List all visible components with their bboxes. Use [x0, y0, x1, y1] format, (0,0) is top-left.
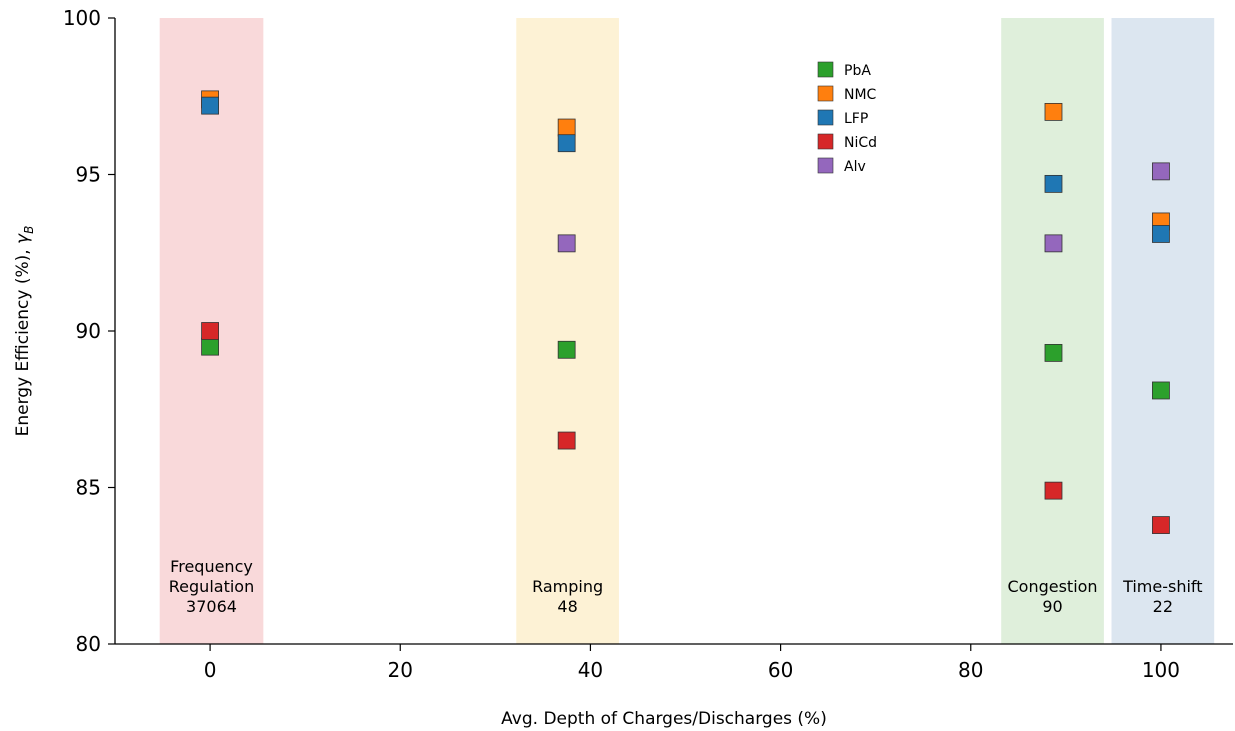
band-1: [516, 18, 619, 644]
marker-lfp: [1044, 174, 1063, 193]
marker-nicd: [557, 431, 576, 450]
marker-pba: [557, 340, 576, 359]
band-label-3: 22: [1153, 597, 1173, 616]
band-label-2: 90: [1042, 597, 1062, 616]
marker-pba: [201, 337, 219, 356]
band-label-2: Congestion: [1007, 577, 1097, 596]
x-axis-label: Avg. Depth of Charges/Discharges (%): [501, 709, 827, 729]
marker-alv: [1044, 234, 1063, 253]
band-label-0: 37064: [186, 597, 237, 616]
legend-label-nicd: NiCd: [844, 135, 877, 151]
legend-swatch-nicd: [817, 133, 834, 150]
y-tick-label: 95: [76, 163, 101, 187]
y-tick-label: 90: [76, 319, 101, 343]
band-label-3: Time-shift: [1122, 577, 1202, 596]
band-3: [1111, 18, 1215, 644]
legend-swatch-lfp: [817, 109, 834, 126]
legend-label-pba: PbA: [844, 63, 871, 79]
band-label-1: Ramping: [532, 577, 603, 596]
marker-pba: [1044, 344, 1063, 362]
marker-lfp: [1152, 225, 1170, 243]
marker-pba: [1152, 381, 1170, 400]
x-tick-label: 40: [578, 658, 603, 682]
legend-swatch-pba: [817, 61, 834, 78]
marker-lfp: [201, 96, 219, 115]
band-label-0: Regulation: [169, 577, 254, 596]
legend-swatch-alv: [817, 157, 834, 174]
y-tick-label: 85: [76, 476, 101, 500]
x-tick-label: 0: [204, 658, 217, 682]
x-tick-label: 80: [958, 658, 983, 682]
band-2: [1001, 18, 1104, 644]
x-tick-label: 60: [768, 658, 793, 682]
marker-nicd: [201, 322, 219, 340]
marker-alv: [557, 234, 576, 253]
legend-label-nmc: NMC: [844, 87, 877, 103]
x-tick-label: 100: [1142, 658, 1180, 682]
marker-nicd: [1044, 481, 1063, 500]
y-tick-label: 80: [76, 632, 101, 656]
x-tick-label: 20: [388, 658, 413, 682]
legend-swatch-nmc: [817, 85, 834, 102]
legend-label-alv: Alv: [844, 159, 866, 175]
marker-nmc: [1044, 103, 1063, 121]
marker-alv: [1152, 162, 1170, 181]
y-axis-label: Energy Efficiency (%), γB: [13, 226, 36, 437]
marker-nicd: [1152, 516, 1170, 534]
band-label-1: 48: [557, 597, 577, 616]
marker-lfp: [557, 134, 576, 153]
y-tick-label: 100: [63, 6, 101, 30]
marker-nmc: [557, 118, 576, 137]
legend-label-lfp: LFP: [844, 111, 868, 127]
band-label-0: Frequency: [170, 557, 253, 576]
